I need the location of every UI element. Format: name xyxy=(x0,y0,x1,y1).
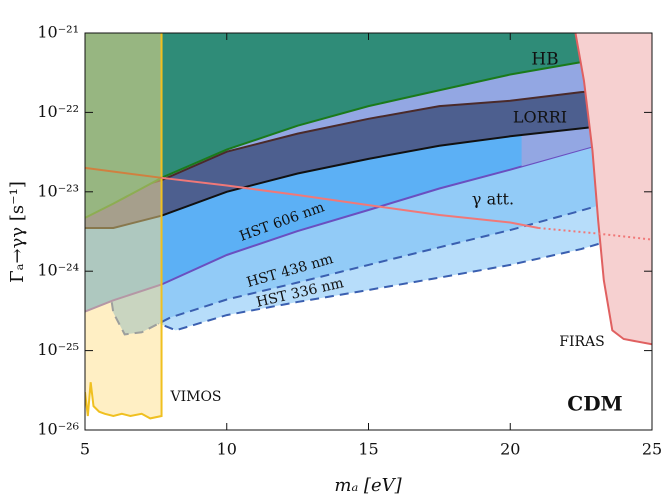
y-tick-label: 10⁻²³ xyxy=(37,181,79,200)
y-tick-label: 10⁻²⁶ xyxy=(37,420,79,439)
annotation: γ att. xyxy=(472,190,514,209)
y-axis-label: Γₐ→γγ [s⁻¹] xyxy=(7,181,28,283)
x-tick-label: 20 xyxy=(500,440,520,459)
y-tick-label: 10⁻²⁴ xyxy=(37,261,79,280)
annotation: HB xyxy=(531,50,558,70)
region xyxy=(575,33,652,345)
annotation: VIMOS xyxy=(169,389,221,405)
curve xyxy=(161,176,539,229)
x-axis-label: mₐ [eV] xyxy=(334,475,402,496)
x-tick-label: 10 xyxy=(217,440,237,459)
x-tick-label: 15 xyxy=(358,440,378,459)
curve xyxy=(85,33,163,420)
x-tick-label: 25 xyxy=(642,440,662,459)
curve xyxy=(85,166,162,179)
annotation: CDM xyxy=(567,392,622,416)
annotation: LORRI xyxy=(513,108,567,127)
curve xyxy=(538,227,652,241)
region xyxy=(85,33,652,218)
y-tick-label: 10⁻²¹ xyxy=(37,23,79,42)
region xyxy=(85,86,652,229)
curve xyxy=(574,33,652,346)
y-tick-label: 10⁻²² xyxy=(37,102,79,121)
region xyxy=(85,33,162,419)
y-tick-label: 10⁻²⁵ xyxy=(37,340,79,359)
annotation: FIRAS xyxy=(559,334,605,350)
x-tick-label: 5 xyxy=(80,440,90,459)
plot-area xyxy=(85,33,652,420)
